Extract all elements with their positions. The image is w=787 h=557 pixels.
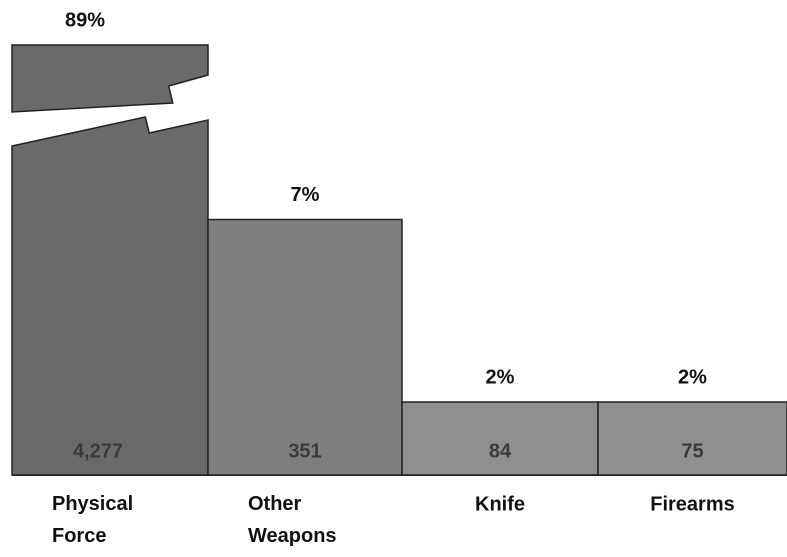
- bar: [207, 218, 403, 476]
- category-label: Firearms: [650, 493, 735, 515]
- bar: [11, 116, 209, 476]
- bar: [597, 401, 787, 476]
- category-label: Other Weapons: [248, 493, 337, 547]
- count-label: 351: [288, 440, 321, 462]
- percent-label: 7%: [291, 184, 320, 206]
- percent-label: 2%: [678, 366, 707, 388]
- bar-break-top: [11, 44, 209, 113]
- category-line: Weapons: [248, 525, 337, 547]
- count-label: 75: [681, 440, 703, 462]
- count-label: 4,277: [73, 440, 123, 462]
- category-label: Physical Force: [52, 493, 133, 547]
- category-line: Force: [52, 525, 106, 547]
- category-line: Other: [248, 493, 302, 515]
- category-label: Knife: [475, 493, 525, 515]
- count-label: 84: [489, 440, 512, 462]
- category-line: Physical: [52, 493, 133, 515]
- percent-label: 89%: [65, 9, 105, 31]
- bar: [401, 401, 599, 476]
- percent-label: 2%: [486, 366, 515, 388]
